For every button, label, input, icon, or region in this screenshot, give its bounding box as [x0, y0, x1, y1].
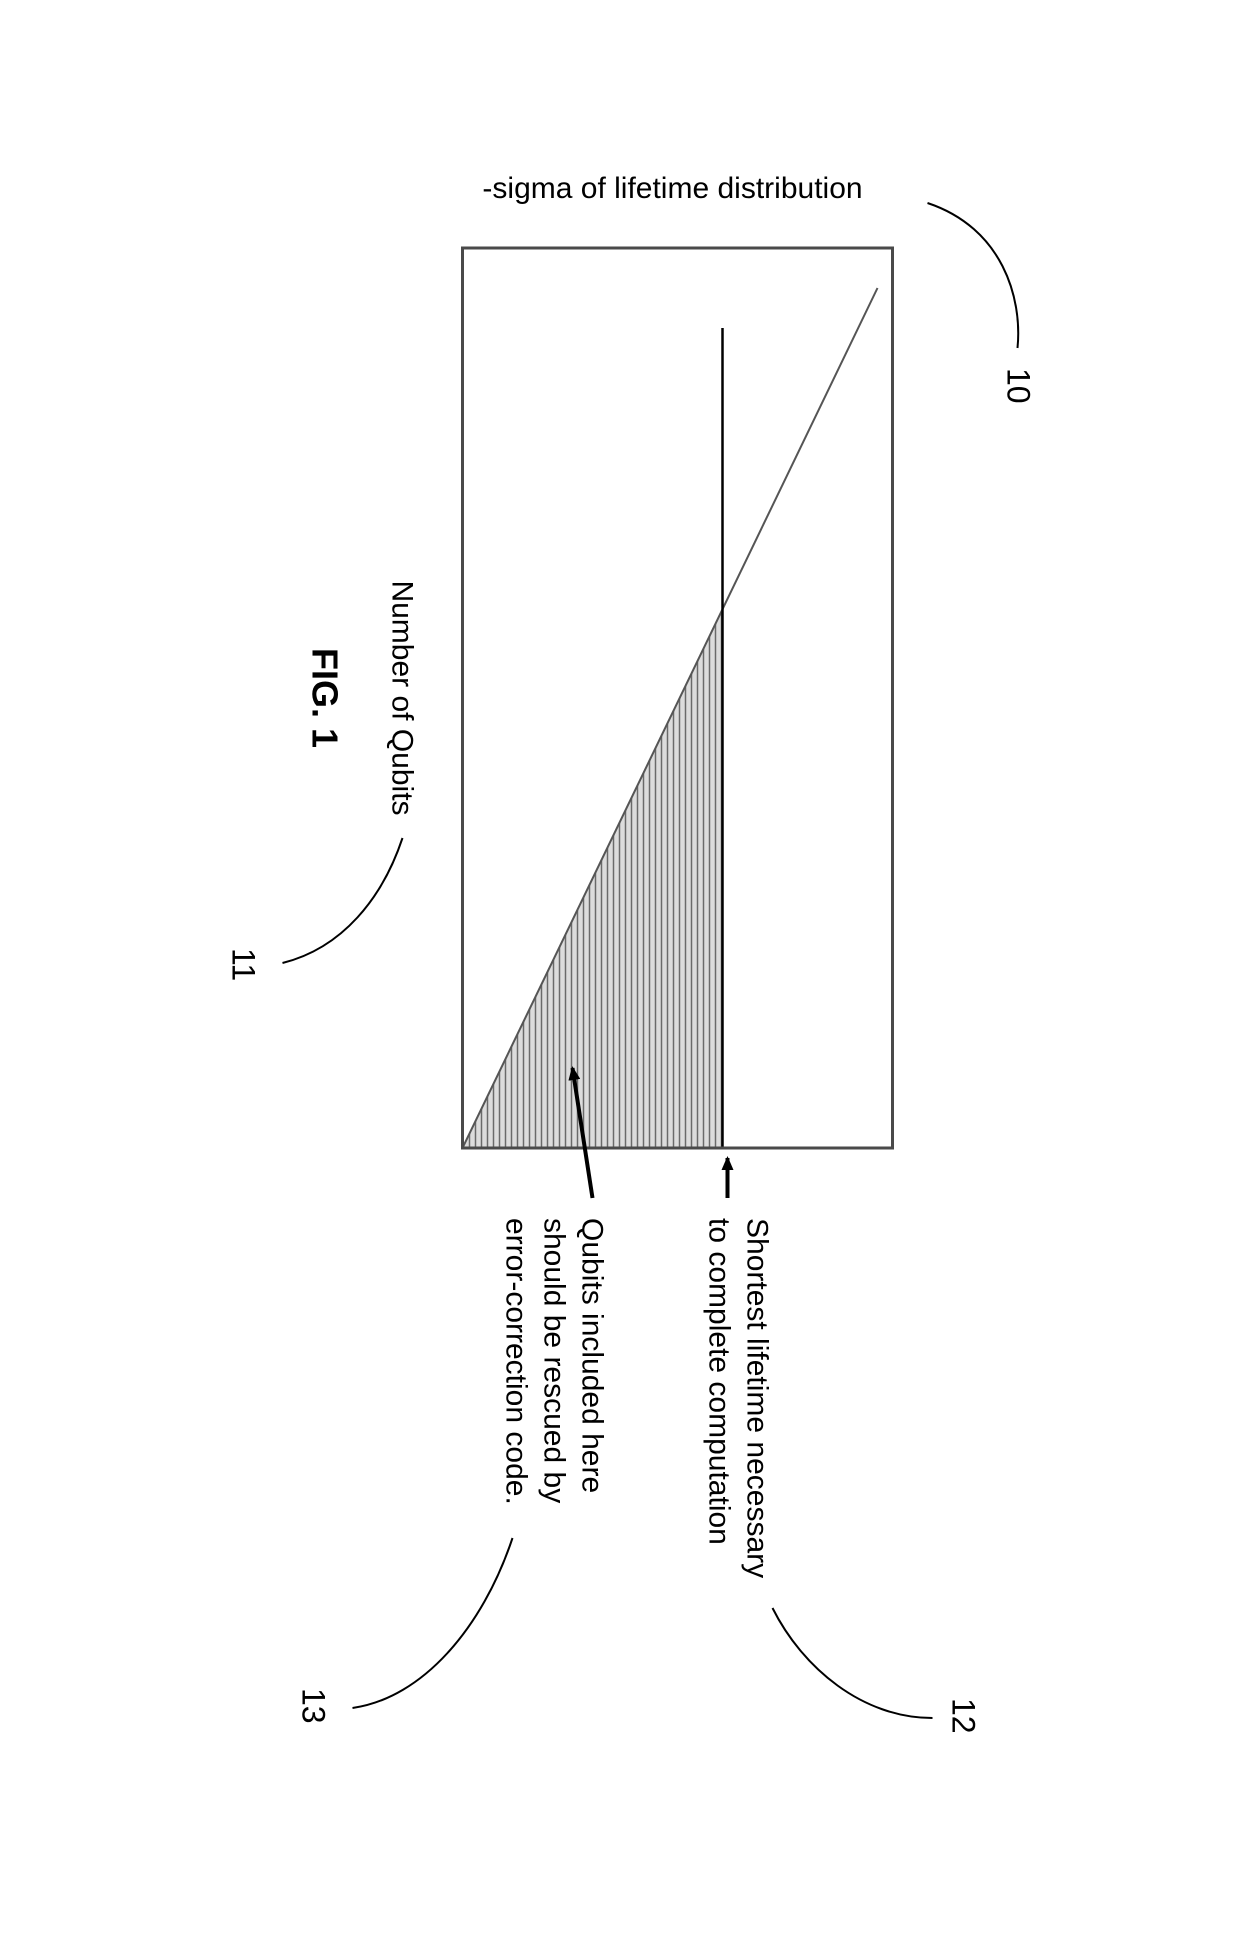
annotation-region-line2: should be rescued by — [538, 1218, 571, 1503]
y-axis-label: -sigma of lifetime distribution — [482, 172, 862, 205]
figure-svg: -sigma of lifetime distribution Number o… — [123, 68, 1123, 1868]
callout-10-leader — [928, 203, 1019, 348]
callout-13-number: 13 — [296, 1688, 332, 1724]
page: -sigma of lifetime distribution Number o… — [0, 0, 1240, 1936]
callout-13-leader — [353, 1538, 513, 1708]
annotation-region-line3: error-correction code. — [500, 1218, 533, 1505]
annotation-threshold-line1: Shortest lifetime necessary — [741, 1218, 774, 1578]
annotation-region-line1: Qubits included here — [576, 1218, 609, 1493]
x-axis-label: Number of Qubits — [386, 580, 419, 815]
annotation-threshold-line2: to complete computation — [703, 1218, 736, 1545]
callout-11-number: 11 — [226, 948, 262, 981]
figure-rotated-wrapper: -sigma of lifetime distribution Number o… — [118, 68, 1123, 1868]
callout-11-leader — [283, 838, 403, 963]
callout-12-number: 12 — [946, 1698, 982, 1734]
plot-area — [463, 248, 893, 1148]
callout-10-number: 10 — [1001, 368, 1037, 404]
callout-12-leader — [773, 1608, 933, 1718]
figure-title: FIG. 1 — [305, 648, 346, 748]
